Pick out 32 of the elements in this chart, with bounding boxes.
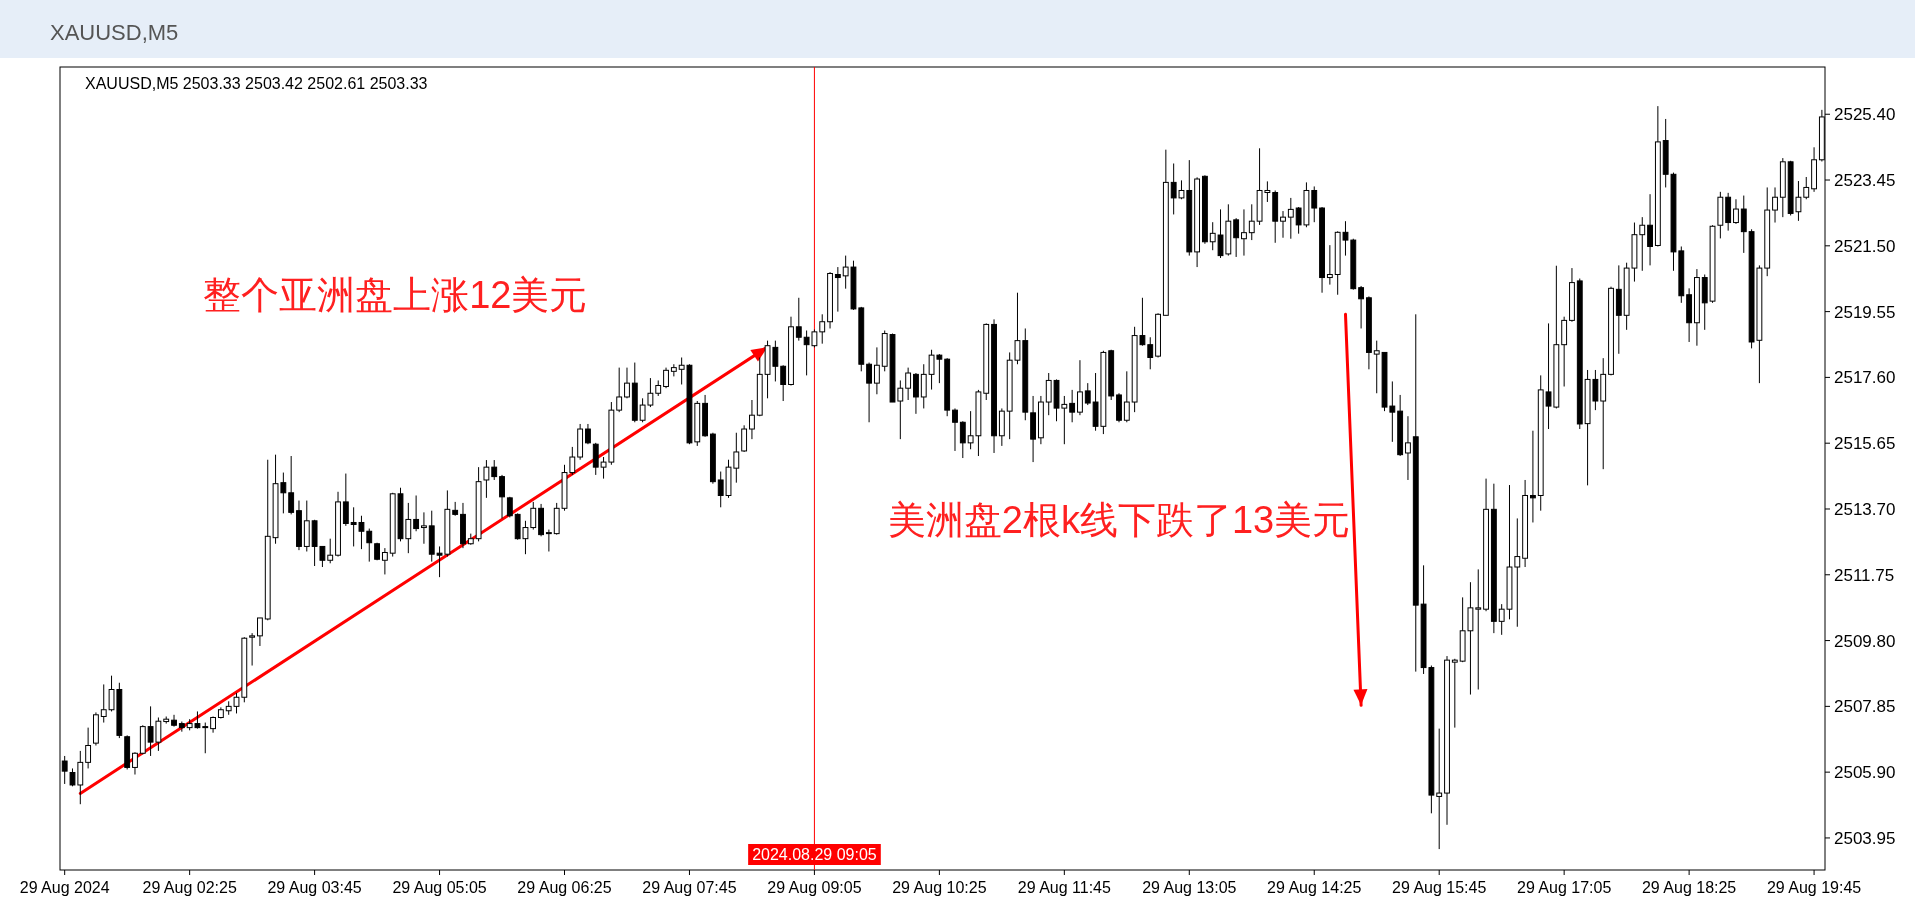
x-tick-label: 29 Aug 19:45 (1766, 879, 1862, 896)
y-tick-label: 2507.85 (1834, 697, 1896, 717)
annotation: 美洲盘2根k线下跌了13美元 (887, 498, 1351, 541)
text: XAUUSD,M5 2503.33 2503.42 2502.61 2503.33 (85, 75, 428, 92)
x-tick-label: 29 Aug 11:45 (1017, 879, 1111, 896)
y-tick-label: 2525.40 (1834, 105, 1896, 125)
y-tick-label: 2521.50 (1834, 236, 1896, 256)
y-tick-label: 2515.65 (1834, 434, 1896, 454)
y-tick-label: 2505.90 (1834, 763, 1896, 783)
x-tick-label: 29 Aug 05:05 (392, 879, 487, 896)
annotation: 整个亚洲盘上涨12美元 (203, 273, 588, 316)
y-tick-label: 2519.55 (1834, 302, 1896, 322)
y-tick-label: 2513.70 (1834, 499, 1896, 519)
x-tick-label: 29 Aug 03:45 (267, 879, 362, 896)
x-tick-label: 29 Aug 14:25 (1267, 879, 1362, 896)
y-tick-label: 2511.75 (1834, 565, 1895, 585)
chart-title: XAUUSD,M5 (50, 20, 179, 45)
y-tick-label: 2517.60 (1834, 368, 1896, 388)
ref-line-label: 2024.08.29 09:05 (752, 846, 877, 863)
x-tick-label: 29 Aug 10:25 (892, 879, 987, 896)
x-tick-label: 29 Aug 07:45 (642, 879, 737, 896)
y-tick-label: 2523.45 (1834, 171, 1896, 191)
x-tick-label: 29 Aug 13:05 (1142, 879, 1237, 896)
x-tick-label: 29 Aug 15:45 (1392, 879, 1487, 896)
x-tick-label: 29 Aug 09:05 (767, 879, 862, 896)
x-tick-label: 29 Aug 2024 (19, 879, 110, 896)
x-tick-label: 29 Aug 06:25 (517, 879, 612, 896)
x-tick-label: 29 Aug 02:25 (142, 879, 237, 896)
x-tick-label: 29 Aug 18:25 (1641, 879, 1737, 896)
y-tick-label: 2509.80 (1834, 631, 1896, 651)
y-tick-label: 2503.95 (1834, 828, 1896, 848)
x-tick-label: 29 Aug 17:05 (1517, 879, 1612, 896)
